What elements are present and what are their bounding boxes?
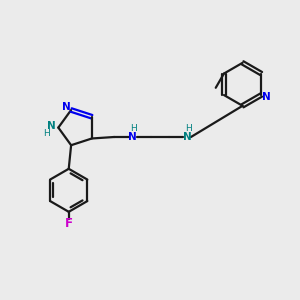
Text: N: N <box>47 121 56 131</box>
Text: N: N <box>262 92 271 101</box>
Text: F: F <box>65 217 73 230</box>
Text: H: H <box>185 124 192 133</box>
Text: N: N <box>183 132 191 142</box>
Text: H: H <box>44 129 50 138</box>
Text: N: N <box>62 102 70 112</box>
Text: H: H <box>130 124 137 133</box>
Text: N: N <box>128 132 137 142</box>
